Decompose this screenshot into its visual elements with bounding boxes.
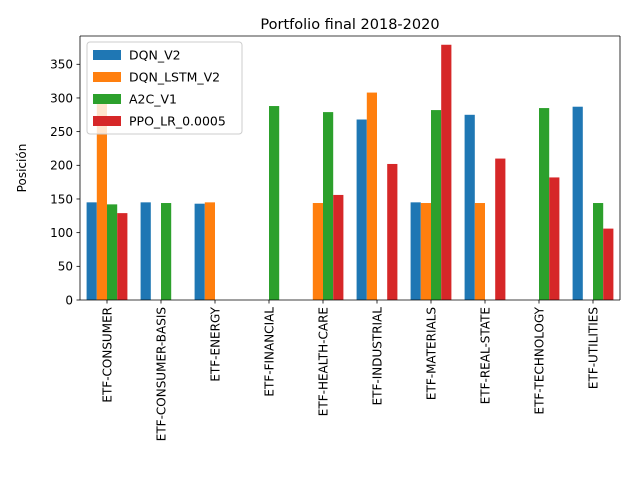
y-tick-label-150: 150 xyxy=(50,192,73,206)
legend: DQN_V2 DQN_LSTM_V2 A2C_V1 PPO_LR_0.0005 xyxy=(86,41,243,135)
bar-ppo-lr-0-0005-5 xyxy=(387,163,398,300)
legend-swatch-dqn-v2 xyxy=(93,50,121,60)
bar-ppo-lr-0-0005-0 xyxy=(117,213,128,300)
bar-dqn-v2-0 xyxy=(86,202,97,300)
bar-ppo-lr-0-0005-6 xyxy=(441,44,452,301)
bar-a2c-v1-8 xyxy=(539,108,550,301)
bar-dqn-v2-7 xyxy=(464,114,475,300)
x-tick-label-2: ETF-ENERGY xyxy=(209,306,223,381)
legend-label-a2c-v1: A2C_V1 xyxy=(129,92,177,107)
chart-title: Portfolio final 2018-2020 xyxy=(260,17,439,33)
bar-ppo-lr-0-0005-9 xyxy=(603,228,614,300)
x-tick-label-8: ETF-TECHNOLOGY xyxy=(533,306,547,414)
y-tick-label-50: 50 xyxy=(58,260,73,274)
bar-dqn-lstm-v2-4 xyxy=(312,203,323,300)
bar-dqn-lstm-v2-2 xyxy=(204,202,215,300)
bar-a2c-v1-6 xyxy=(431,110,442,300)
bar-a2c-v1-0 xyxy=(107,204,118,300)
x-tick-label-9: ETF-UTILITIES xyxy=(587,307,601,389)
legend-swatch-dqn-lstm-v2 xyxy=(93,72,121,82)
x-tick-label-7: ETF-REAL-STATE xyxy=(479,307,493,404)
bar-a2c-v1-4 xyxy=(323,112,334,300)
y-tick-label-100: 100 xyxy=(50,226,73,240)
bar-a2c-v1-9 xyxy=(593,203,604,300)
y-tick-label-0: 0 xyxy=(65,293,73,307)
y-tick-label-250: 250 xyxy=(50,125,73,139)
bars-group xyxy=(86,44,614,301)
legend-swatch-a2c-v1 xyxy=(93,94,121,104)
legend-swatch-ppo-lr-0-0005 xyxy=(93,116,121,126)
bar-dqn-lstm-v2-7 xyxy=(474,203,485,300)
bar-dqn-v2-5 xyxy=(356,119,367,301)
bar-ppo-lr-0-0005-8 xyxy=(549,177,560,300)
bar-dqn-lstm-v2-0 xyxy=(96,96,107,300)
legend-label-dqn-v2: DQN_V2 xyxy=(129,48,181,63)
legend-frame xyxy=(86,41,243,135)
y-tick-label-200: 200 xyxy=(50,159,73,173)
bar-a2c-v1-1 xyxy=(161,203,172,300)
bar-dqn-v2-2 xyxy=(194,203,205,300)
x-tick-label-0: ETF-CONSUMER xyxy=(101,307,115,403)
y-tick-label-350: 350 xyxy=(50,58,73,72)
bar-a2c-v1-3 xyxy=(269,106,280,300)
x-tick-label-1: ETF-CONSUMER-BASIS xyxy=(155,307,169,441)
x-tick-label-4: ETF-HEALTH-CARE xyxy=(317,307,331,416)
x-tick-label-5: ETF-INDUSTRIAL xyxy=(371,307,385,406)
bar-dqn-lstm-v2-5 xyxy=(366,92,377,300)
bar-dqn-v2-1 xyxy=(140,202,151,300)
x-tick-label-6: ETF-MATERIALS xyxy=(425,307,439,400)
x-tick-label-3: ETF-FINANCIAL xyxy=(263,307,277,397)
bar-ppo-lr-0-0005-7 xyxy=(495,158,506,300)
legend-label-ppo-lr-0-0005: PPO_LR_0.0005 xyxy=(129,114,226,129)
bar-ppo-lr-0-0005-4 xyxy=(333,194,344,300)
bar-dqn-lstm-v2-6 xyxy=(420,203,431,300)
y-tick-label-300: 300 xyxy=(50,91,73,105)
bar-dqn-v2-6 xyxy=(410,202,421,300)
legend-label-dqn-lstm-v2: DQN_LSTM_V2 xyxy=(129,70,220,85)
y-axis-title: Posición xyxy=(15,144,29,193)
axes-group: 0 50 100 150 200 250 300 350 ETF-CONSUMER ETF-CON… xyxy=(50,35,621,441)
bar-dqn-v2-9 xyxy=(572,106,583,300)
